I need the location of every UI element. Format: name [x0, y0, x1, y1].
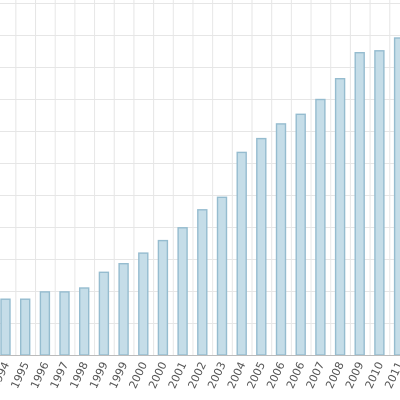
bar-2000-7: [138, 252, 149, 356]
bar-1999-6: [118, 263, 129, 356]
bar-2007-16: [315, 98, 326, 356]
bar-2006-15: [295, 113, 306, 356]
bar-2011-20: [393, 37, 400, 356]
bar-2010-19: [374, 50, 385, 356]
bar-2005-13: [256, 137, 267, 356]
bar-2001-9: [177, 227, 188, 356]
bar-1996-2: [39, 291, 51, 356]
bar-1998-4: [78, 287, 90, 356]
bar-1999-5: [98, 271, 110, 356]
bar-2008-17: [334, 77, 346, 356]
chart-bars: [0, 37, 400, 356]
bar-1997-3: [59, 291, 70, 356]
bar-2009-18: [354, 52, 365, 356]
bar-2004-12: [236, 151, 247, 356]
bar-1995-1: [20, 298, 31, 356]
bar-2000-8: [157, 239, 169, 356]
bar-1994-0: [0, 298, 11, 356]
bar-2006-14: [275, 123, 287, 356]
x-tick-labels: 1994199519961997199819991999200020002001…: [0, 360, 400, 391]
x-tick-label: 2011: [382, 360, 400, 391]
bar-2003-11: [216, 196, 228, 356]
bar-2002-10: [197, 209, 208, 356]
